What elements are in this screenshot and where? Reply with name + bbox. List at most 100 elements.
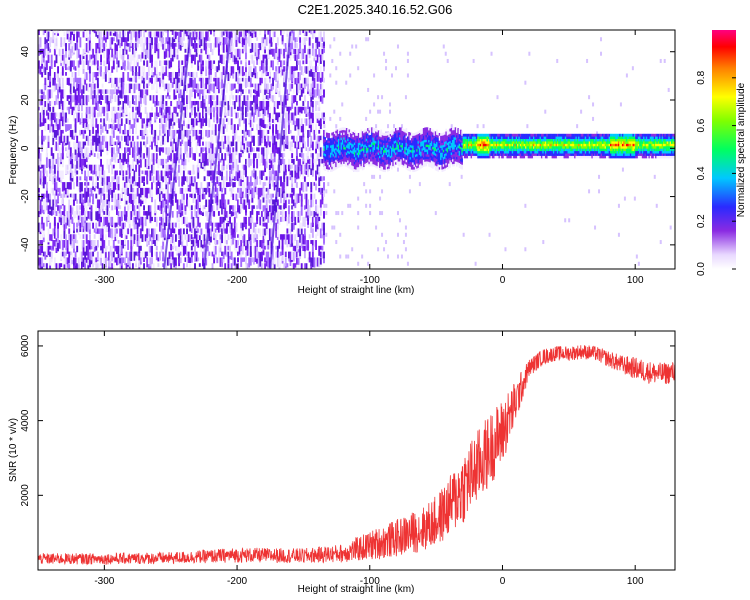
heatmap-cell — [168, 147, 171, 156]
heatmap-cell — [53, 100, 56, 106]
heatmap-cell — [52, 153, 55, 159]
heatmap-cell — [295, 240, 298, 249]
heatmap-cell — [310, 164, 313, 175]
heatmap-cell — [119, 245, 122, 255]
heatmap-cell — [101, 228, 104, 236]
heatmap-cell — [39, 222, 42, 232]
heatmap-cell — [406, 58, 409, 63]
heatmap-band-cell — [351, 143, 353, 147]
heatmap-cell — [373, 174, 376, 179]
heatmap-cell — [289, 228, 292, 235]
heatmap-cell — [114, 48, 117, 55]
heatmap-cell — [275, 222, 278, 231]
heatmap-cell — [120, 164, 123, 173]
heatmap-cell — [209, 112, 212, 120]
heatmap-cell — [109, 124, 112, 129]
heatmap-cell — [114, 170, 117, 180]
heatmap-cell — [394, 66, 397, 71]
heatmap-cell — [147, 245, 150, 257]
heatmap-cell — [60, 112, 63, 122]
heatmap-cell — [108, 26, 110, 30]
heatmap-cell — [242, 26, 244, 30]
heatmap-cell — [297, 193, 300, 203]
heatmap-cell — [291, 211, 294, 219]
heatmap-cell — [262, 187, 265, 198]
heatmap-band-cell — [355, 140, 357, 143]
heatmap-band-cell — [348, 165, 351, 169]
heatmap-cell — [259, 77, 262, 86]
heatmap-cell — [49, 211, 52, 215]
heatmap-cell — [123, 211, 126, 221]
heatmap-cell — [259, 199, 262, 210]
heatmap-cell — [42, 170, 45, 178]
heatmap-cell — [77, 205, 80, 216]
heatmap-cell — [69, 182, 72, 190]
heatmap-cell — [222, 100, 225, 108]
heatmap-cell — [283, 164, 286, 172]
heatmap-cell — [224, 153, 227, 161]
heatmap-cell — [222, 216, 225, 223]
heatmap-cell — [168, 83, 171, 93]
heatmap-cell — [238, 95, 241, 102]
heatmap-cell — [213, 31, 216, 37]
heatmap-cell — [178, 257, 181, 267]
heatmap-cell — [295, 83, 298, 93]
heatmap-cell — [111, 66, 114, 73]
heatmap-cell — [92, 135, 95, 146]
heatmap-cell — [178, 251, 181, 260]
heatmap-cell — [190, 240, 193, 245]
heatmap-cell — [252, 182, 255, 189]
heatmap-cell — [237, 205, 239, 213]
heatmap-cell — [268, 234, 271, 241]
heatmap-cell — [112, 164, 115, 169]
heatmap-cell — [117, 182, 120, 191]
heatmap-cell — [206, 182, 209, 193]
heatmap-cell — [166, 31, 169, 42]
heatmap-cell — [88, 228, 91, 234]
heatmap-cell — [130, 77, 133, 82]
heatmap-cell — [176, 129, 179, 134]
heatmap-cell — [123, 205, 126, 215]
heatmap-cell — [278, 257, 281, 268]
heatmap-cell — [98, 211, 101, 219]
heatmap-cell — [151, 193, 153, 203]
heatmap-cell — [103, 118, 106, 127]
heatmap-cell — [219, 72, 222, 83]
heatmap-cell — [69, 158, 72, 165]
heatmap-cell — [315, 205, 317, 213]
heatmap-band-cell — [351, 138, 353, 142]
heatmap-cell — [87, 199, 90, 207]
heatmap-band-cell — [359, 137, 361, 141]
heatmap-cell — [321, 234, 324, 239]
heatmap-band-cell — [357, 166, 360, 170]
heatmap-cell — [264, 234, 267, 240]
heatmap-cell — [319, 251, 322, 257]
heatmap-cell — [291, 234, 294, 243]
heatmap-band-cell — [340, 144, 343, 148]
heatmap-cell — [217, 83, 220, 94]
heatmap-cell — [93, 257, 96, 266]
heatmap-cell — [659, 58, 662, 63]
heatmap-cell — [136, 234, 139, 241]
heatmap-cell — [49, 106, 52, 112]
heatmap-cell — [135, 222, 138, 230]
heatmap-cell — [108, 48, 110, 59]
heatmap-band-cell — [356, 133, 359, 136]
heatmap-cell — [214, 100, 217, 111]
heatmap-cell — [135, 193, 138, 200]
heatmap-cell — [92, 251, 95, 257]
heatmap-cell — [112, 31, 115, 36]
heatmap-cell — [82, 199, 85, 205]
heatmap-cell — [111, 135, 114, 145]
heatmap-cell — [294, 193, 297, 203]
heatmap-cell — [144, 234, 147, 242]
heatmap-cell — [130, 31, 133, 40]
heatmap-cell — [131, 182, 134, 187]
heatmap-cell — [162, 135, 165, 145]
heatmap-cell — [95, 48, 98, 59]
heatmap-cell — [286, 31, 289, 37]
heatmap-cell — [88, 222, 91, 230]
heatmap-cell — [171, 234, 174, 244]
heatmap-cell — [117, 106, 120, 111]
heatmap-cell — [235, 72, 238, 82]
